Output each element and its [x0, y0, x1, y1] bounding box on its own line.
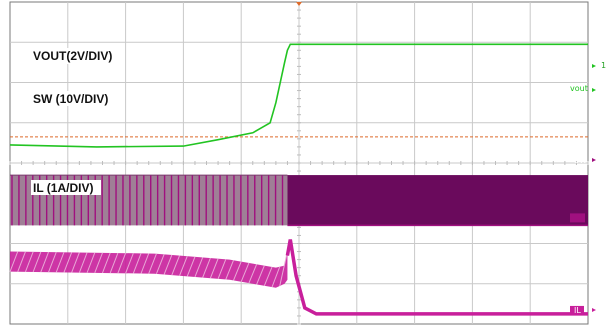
il-trace-ripple: [48, 252, 57, 273]
il-trace-ripple: [71, 252, 80, 273]
il-trace-ripple: [117, 252, 127, 274]
sw-marker-badge: [570, 213, 585, 223]
trigger-marker-label: 1: [601, 61, 606, 70]
il-trace-ripple: [256, 265, 265, 285]
il-trace-ripple: [240, 262, 250, 282]
il-trace-transient: [285, 239, 588, 316]
il-marker-arrow: [592, 308, 596, 312]
il-trace-ripple: [163, 254, 173, 275]
il-trace-ripple: [63, 252, 73, 273]
il-trace-ripple: [125, 253, 134, 274]
il-trace-ripple: [248, 264, 258, 284]
il-trace-ripple: [225, 260, 234, 280]
il-trace-ripple: [186, 256, 196, 277]
vout-marker-arrow: [592, 88, 596, 92]
sw-trace-post-band: [287, 175, 588, 226]
channel-markers: 1 vout SW IL: [570, 61, 606, 315]
traces: [9, 43, 588, 316]
il-trace-ripple: [179, 256, 188, 276]
il-trace-ripple: [86, 252, 96, 273]
il-trace-ripple: [55, 252, 65, 273]
il-trace-ripple: [202, 257, 211, 278]
il-trace-ripple: [32, 251, 42, 273]
il-label: IL (1A/DIV): [33, 181, 93, 195]
trigger-marker-arrow: [592, 64, 596, 68]
sw-marker-label: SW: [574, 156, 587, 165]
il-marker-label: IL: [574, 306, 581, 315]
il-trace-ripple: [171, 255, 181, 276]
il-trace-ripple: [148, 253, 157, 274]
trigger-position-marker: [296, 2, 302, 6]
sw-label: SW (10V/DIV): [33, 92, 108, 106]
il-trace-ripple: [155, 254, 165, 275]
vout-marker-label: vout: [570, 84, 588, 93]
il-trace-ripple: [217, 259, 227, 279]
il-trace-ripple: [24, 251, 34, 273]
sw-marker-arrow: [592, 158, 596, 162]
il-trace-ripple: [40, 251, 49, 273]
il-trace-ripple: [132, 253, 142, 274]
il-trace-ripple: [263, 266, 273, 286]
channel-labels: VOUT(2V/DIV) SW (10V/DIV) IL (1A/DIV): [31, 48, 123, 195]
il-trace-ripple: [271, 266, 281, 288]
il-trace-ripple: [194, 257, 204, 278]
il-trace-ripple: [140, 253, 150, 274]
il-trace-ripple: [9, 251, 19, 272]
il-trace-ripple: [209, 258, 219, 279]
il-label-bg: [31, 180, 101, 195]
il-trace-ripple: [94, 252, 103, 274]
il-trace-ripple: [233, 261, 242, 281]
vout-label: VOUT(2V/DIV): [33, 49, 112, 63]
il-trace-ripple: [78, 252, 88, 273]
vout-trace: [9, 43, 588, 148]
il-marker-badge: [570, 305, 584, 315]
il-trace-ripple: [109, 252, 119, 274]
sw-label-bg: [31, 91, 119, 106]
il-trace-ripple: [279, 251, 288, 287]
il-trace-ripple: [102, 252, 111, 274]
vout-label-bg: [31, 48, 123, 64]
il-trace-ripple: [17, 251, 26, 272]
